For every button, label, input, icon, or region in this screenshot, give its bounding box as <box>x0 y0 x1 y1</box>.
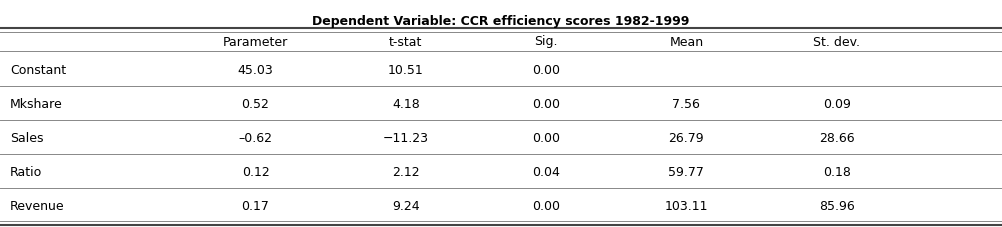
Text: 45.03: 45.03 <box>237 63 274 76</box>
Text: 0.00: 0.00 <box>532 131 560 144</box>
Text: Constant: Constant <box>10 63 66 76</box>
Text: Revenue: Revenue <box>10 199 65 212</box>
Text: St. dev.: St. dev. <box>814 35 860 48</box>
Text: 0.04: 0.04 <box>532 165 560 178</box>
Text: 85.96: 85.96 <box>819 199 855 212</box>
Text: 0.52: 0.52 <box>241 97 270 110</box>
Text: 26.79: 26.79 <box>668 131 704 144</box>
Text: Mean: Mean <box>669 35 703 48</box>
Text: 0.09: 0.09 <box>823 97 851 110</box>
Text: 10.51: 10.51 <box>388 63 424 76</box>
Text: 9.24: 9.24 <box>392 199 420 212</box>
Text: Dependent Variable: CCR efficiency scores 1982-1999: Dependent Variable: CCR efficiency score… <box>313 15 689 28</box>
Text: 2.12: 2.12 <box>392 165 420 178</box>
Text: 0.17: 0.17 <box>241 199 270 212</box>
Text: 0.00: 0.00 <box>532 63 560 76</box>
Text: Mkshare: Mkshare <box>10 97 63 110</box>
Text: 7.56: 7.56 <box>672 97 700 110</box>
Text: 4.18: 4.18 <box>392 97 420 110</box>
Text: –0.62: –0.62 <box>238 131 273 144</box>
Text: Ratio: Ratio <box>10 165 42 178</box>
Text: 0.00: 0.00 <box>532 97 560 110</box>
Text: Parameter: Parameter <box>222 35 289 48</box>
Text: −11.23: −11.23 <box>383 131 429 144</box>
Text: 28.66: 28.66 <box>819 131 855 144</box>
Text: 59.77: 59.77 <box>668 165 704 178</box>
Text: t-stat: t-stat <box>389 35 423 48</box>
Text: 0.00: 0.00 <box>532 199 560 212</box>
Text: 103.11: 103.11 <box>664 199 708 212</box>
Text: 0.12: 0.12 <box>241 165 270 178</box>
Text: 0.18: 0.18 <box>823 165 851 178</box>
Text: Sales: Sales <box>10 131 43 144</box>
Text: Sig.: Sig. <box>534 35 558 48</box>
